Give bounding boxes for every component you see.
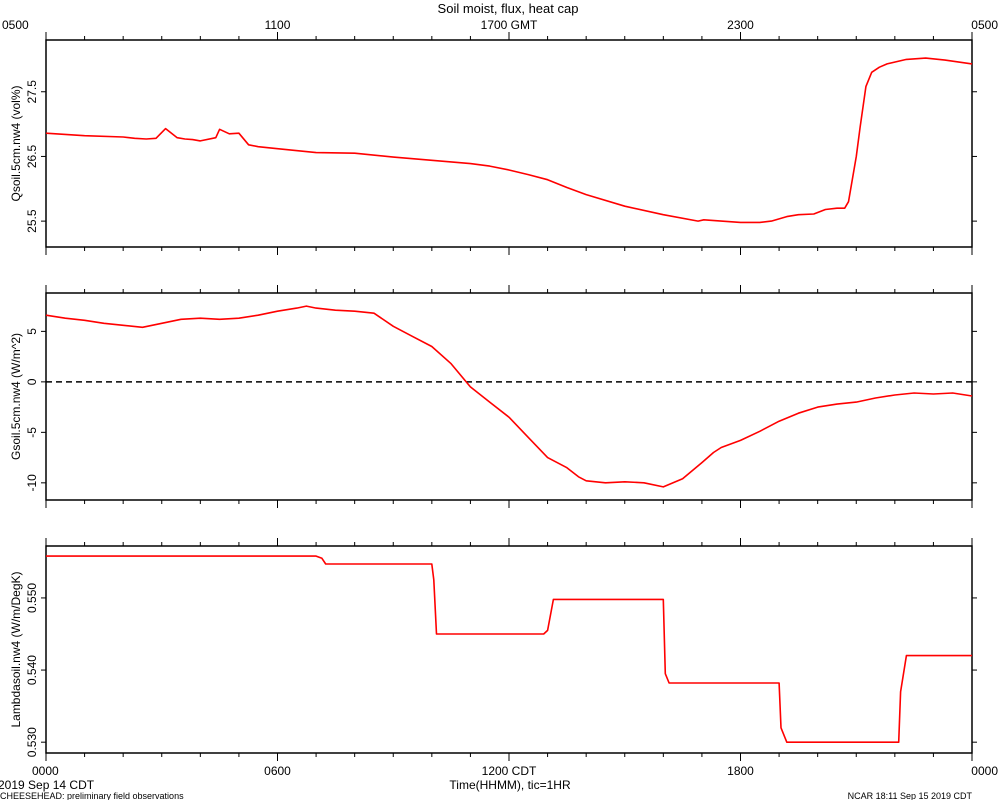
chart-title: Soil moist, flux, heat cap bbox=[438, 1, 579, 16]
series-line bbox=[45, 57, 973, 224]
footer-note: CHEESEHEAD: preliminary field observatio… bbox=[0, 791, 184, 800]
bottom-x-tick-label: 0600 bbox=[264, 764, 291, 778]
y-axis-label: Lambdasoil.nw4 (W/m/DegK) bbox=[9, 571, 23, 727]
top-x-tick-label: 0500 bbox=[971, 18, 998, 32]
y-tick-label: 26.5 bbox=[25, 144, 39, 168]
footer-date: 2019 Sep 14 CDT bbox=[0, 778, 95, 792]
y-tick-label: -5 bbox=[25, 427, 39, 438]
y-tick-label: 0.540 bbox=[25, 655, 39, 685]
bottom-x-tick-label: 1800 bbox=[727, 764, 754, 778]
plot-frame bbox=[45, 292, 973, 501]
y-axis-label: Qsoil.5cm.nw4 (vol%) bbox=[9, 85, 23, 201]
x-axis-label: Time(HHMM), tic=1HR bbox=[449, 778, 571, 792]
top-x-tick-label: 1100 bbox=[265, 18, 291, 32]
y-tick-label: 0.550 bbox=[25, 583, 39, 613]
footer-timestamp: NCAR 18:11 Sep 15 2019 CDT bbox=[848, 791, 973, 800]
y-tick-label: 25.5 bbox=[25, 209, 39, 233]
top-x-tick-label: 0500 bbox=[2, 18, 29, 32]
series-line bbox=[45, 305, 973, 488]
plot-frame bbox=[45, 545, 973, 754]
bottom-x-tick-label: 0000 bbox=[32, 764, 59, 778]
bottom-x-tick-label: 0000 bbox=[971, 764, 998, 778]
y-tick-label: 0.530 bbox=[25, 727, 39, 757]
y-tick-label: 27.5 bbox=[25, 80, 39, 104]
top-x-tick-label: 2300 bbox=[727, 18, 754, 32]
y-tick-label: 5 bbox=[25, 328, 39, 335]
y-tick-label: 0 bbox=[25, 378, 39, 385]
plot-frame bbox=[45, 39, 973, 248]
bottom-x-tick-label: 1200 CDT bbox=[482, 764, 537, 778]
y-axis-label: Gsoil.5cm.nw4 (W/m^2) bbox=[9, 333, 23, 460]
series-line bbox=[46, 555, 972, 743]
top-x-tick-label: 1700 GMT bbox=[481, 18, 538, 32]
y-tick-label: -10 bbox=[25, 474, 39, 492]
